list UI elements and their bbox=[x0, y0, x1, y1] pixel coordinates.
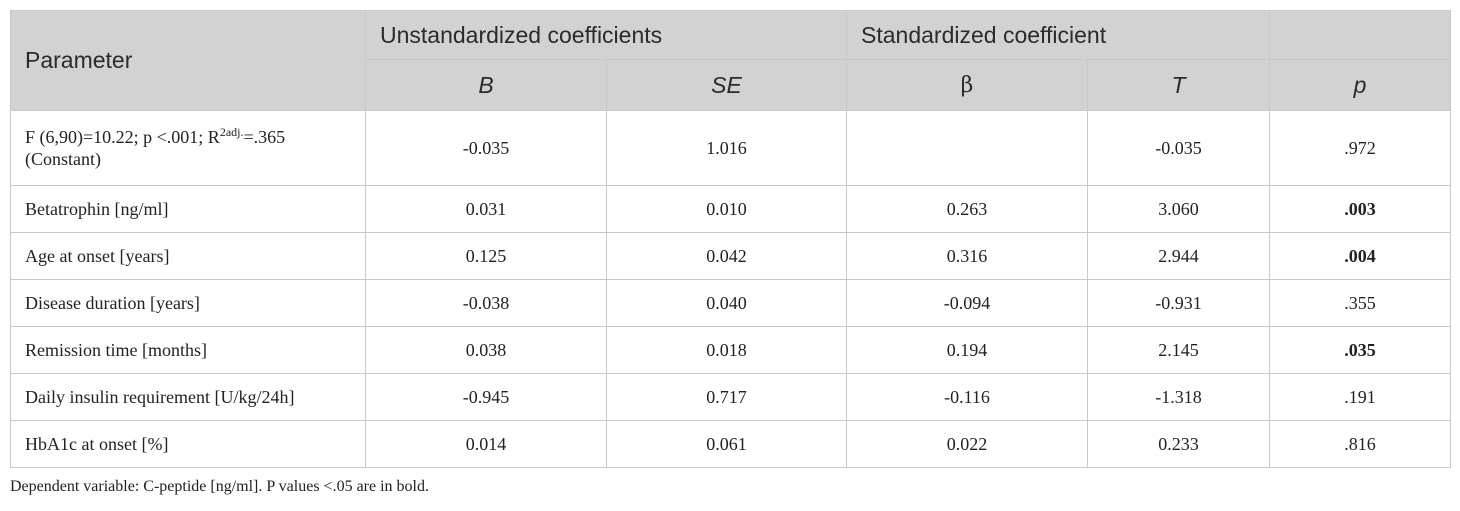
cell-p: .355 bbox=[1269, 279, 1452, 327]
cell-beta: -0.094 bbox=[846, 279, 1089, 327]
header-se: SE bbox=[605, 59, 848, 111]
row-label: Age at onset [years] bbox=[10, 232, 366, 280]
row-label: Daily insulin requirement [U/kg/24h] bbox=[10, 373, 366, 421]
table-row: Daily insulin requirement [U/kg/24h] -0.9… bbox=[10, 373, 1452, 421]
cell-beta: 0.022 bbox=[846, 420, 1089, 468]
table-row: Remission time [months] 0.038 0.018 0.194 2.… bbox=[10, 326, 1452, 374]
constant-label: (Constant) bbox=[25, 149, 101, 169]
cell-se: 0.717 bbox=[605, 373, 848, 421]
cell-se: 0.018 bbox=[605, 326, 848, 374]
cell-se: 0.042 bbox=[605, 232, 848, 280]
model-stat-prefix: F (6,90)=10.22; p <.001; R bbox=[25, 127, 220, 147]
header-parameter: Parameter bbox=[10, 10, 366, 111]
cell-b: -0.035 bbox=[365, 110, 607, 186]
cell-b: -0.038 bbox=[365, 279, 607, 327]
header-t: T bbox=[1087, 59, 1271, 111]
table-row: Age at onset [years] 0.125 0.042 0.316 2.944… bbox=[10, 232, 1452, 280]
cell-t: -1.318 bbox=[1087, 373, 1271, 421]
cell-t: -0.931 bbox=[1087, 279, 1271, 327]
cell-p: .004 bbox=[1269, 232, 1452, 280]
cell-b: 0.125 bbox=[365, 232, 607, 280]
cell-t: 0.233 bbox=[1087, 420, 1271, 468]
header-standardized-group: Standardized coefficient bbox=[846, 10, 1271, 60]
regression-table-container: Parameter Unstandardized coefficients St… bbox=[10, 10, 1452, 496]
model-stat-superscript: 2adj. bbox=[219, 125, 244, 139]
cell-beta: -0.116 bbox=[846, 373, 1089, 421]
row-label: Disease duration [years] bbox=[10, 279, 366, 327]
cell-p: .972 bbox=[1269, 110, 1452, 186]
table-footnote: Dependent variable: C-peptide [ng/ml]. P… bbox=[10, 478, 429, 495]
cell-p: .816 bbox=[1269, 420, 1452, 468]
model-stat-suffix: =.365 bbox=[243, 127, 286, 147]
cell-t: 2.944 bbox=[1087, 232, 1271, 280]
cell-t: -0.035 bbox=[1087, 110, 1271, 186]
header-b: B bbox=[365, 59, 607, 111]
model-stat-cell: F (6,90)=10.22; p <.001; R2adj.=.365 (Co… bbox=[10, 110, 366, 186]
cell-t: 2.145 bbox=[1087, 326, 1271, 374]
cell-p: .035 bbox=[1269, 326, 1452, 374]
cell-p: .191 bbox=[1269, 373, 1452, 421]
cell-beta: 0.194 bbox=[846, 326, 1089, 374]
cell-b: 0.031 bbox=[365, 185, 607, 233]
row-label: Remission time [months] bbox=[10, 326, 366, 374]
regression-table: Parameter Unstandardized coefficients St… bbox=[10, 10, 1452, 468]
header-p: p bbox=[1269, 59, 1452, 111]
cell-beta: 0.316 bbox=[846, 232, 1089, 280]
table-row: HbA1c at onset [%] 0.014 0.061 0.022 0.233.8… bbox=[10, 420, 1452, 468]
cell-b: 0.038 bbox=[365, 326, 607, 374]
header-beta: β bbox=[846, 59, 1089, 111]
cell-se: 0.010 bbox=[605, 185, 848, 233]
row-label: HbA1c at onset [%] bbox=[10, 420, 366, 468]
table-row: Disease duration [years] -0.038 0.040 -0.09… bbox=[10, 279, 1452, 327]
row-label: Betatrophin [ng/ml] bbox=[10, 185, 366, 233]
cell-se: 1.016 bbox=[605, 110, 848, 186]
cell-se: 0.040 bbox=[605, 279, 848, 327]
cell-beta bbox=[846, 110, 1089, 186]
cell-t: 3.060 bbox=[1087, 185, 1271, 233]
header-unstandardized-group: Unstandardized coefficients bbox=[364, 10, 848, 60]
table-header: Parameter Unstandardized coefficients St… bbox=[10, 10, 1452, 111]
header-empty-cell bbox=[1269, 10, 1452, 60]
cell-se: 0.061 bbox=[605, 420, 848, 468]
cell-b: 0.014 bbox=[365, 420, 607, 468]
table-row-constant: F (6,90)=10.22; p <.001; R2adj.=.365 (Co… bbox=[10, 110, 1452, 186]
table-row: Betatrophin [ng/ml] 0.031 0.010 0.263 3.060.… bbox=[10, 185, 1452, 233]
cell-beta: 0.263 bbox=[846, 185, 1089, 233]
table-body: F (6,90)=10.22; p <.001; R2adj.=.365 (Co… bbox=[10, 110, 1452, 468]
cell-b: -0.945 bbox=[365, 373, 607, 421]
cell-p: .003 bbox=[1269, 185, 1452, 233]
